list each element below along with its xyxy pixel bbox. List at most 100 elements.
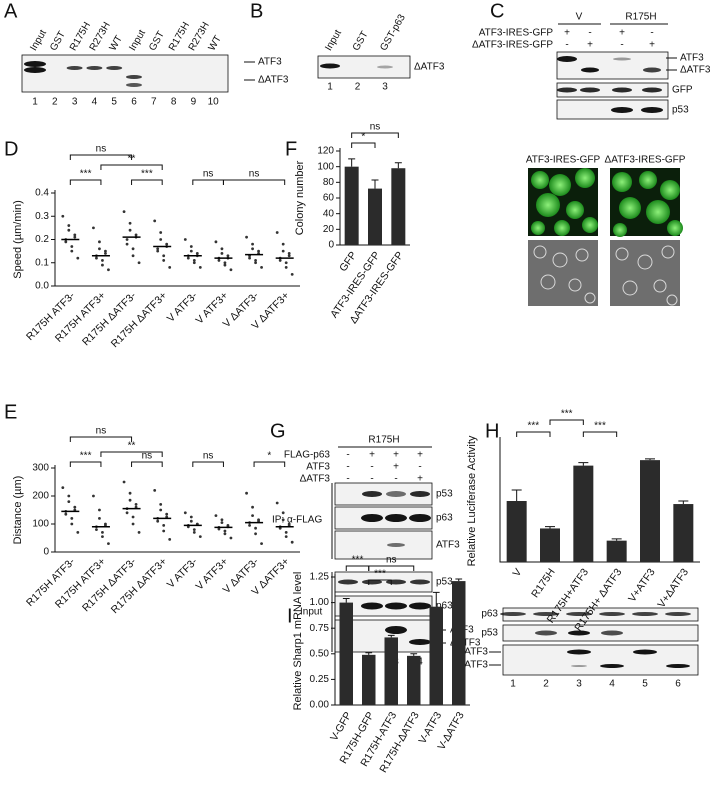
lane-label: Input xyxy=(28,28,49,53)
dot xyxy=(67,494,71,498)
blot xyxy=(556,51,669,80)
band xyxy=(566,612,592,616)
dot xyxy=(61,214,65,218)
bar xyxy=(368,188,382,245)
dot xyxy=(134,233,138,237)
dot xyxy=(104,249,107,253)
band xyxy=(535,630,557,636)
band xyxy=(612,87,632,93)
band xyxy=(409,514,431,522)
y-tick-label: 300 xyxy=(32,463,49,474)
sign: + xyxy=(393,450,399,461)
lane-number: 3 xyxy=(382,82,388,93)
sign: + xyxy=(417,474,423,485)
y-axis-label: Speed (µm/min) xyxy=(12,200,24,278)
micrographs xyxy=(528,168,683,306)
significance-label: ns xyxy=(96,144,107,155)
panel-letter: A xyxy=(4,0,18,22)
dot xyxy=(131,515,135,519)
dot xyxy=(64,240,68,244)
dot xyxy=(217,259,221,262)
group-label: V xyxy=(576,12,583,23)
band xyxy=(66,66,83,70)
dot xyxy=(254,526,257,530)
dot xyxy=(128,228,132,232)
dot xyxy=(162,259,166,262)
y-tick-label: 80 xyxy=(323,177,335,188)
dot xyxy=(189,249,193,253)
band-label: p63 xyxy=(481,609,498,620)
significance-label: *** xyxy=(80,169,92,180)
dot xyxy=(162,529,166,533)
dot xyxy=(284,531,288,534)
dot xyxy=(220,518,224,522)
dot xyxy=(195,252,199,255)
significance-bracket xyxy=(69,179,102,185)
sign: + xyxy=(369,450,375,461)
y-tick-label: 0.2 xyxy=(35,234,49,245)
x-tick-label: R175H ΔATF3+ xyxy=(109,290,170,351)
error-bar xyxy=(545,526,555,529)
band-label: p53 xyxy=(436,577,453,588)
lane-label: GST xyxy=(48,30,68,53)
dot xyxy=(95,256,98,260)
band xyxy=(611,107,633,113)
significance-label: *** xyxy=(374,569,386,580)
dot xyxy=(153,219,157,223)
dot xyxy=(162,524,166,527)
dot xyxy=(101,259,104,262)
y-axis-label: Relative Sharp1 mRNA level xyxy=(292,572,304,711)
significance-label: *** xyxy=(80,451,92,462)
band-label: ΔATF3 xyxy=(680,65,711,76)
dot xyxy=(159,231,163,234)
lane-number: 5 xyxy=(642,679,648,690)
blot xyxy=(334,482,433,506)
band xyxy=(557,87,577,93)
sign: - xyxy=(346,474,349,485)
dot xyxy=(186,256,190,260)
dot xyxy=(67,228,71,232)
dot xyxy=(131,522,135,526)
error-bar xyxy=(455,578,463,582)
error-bar xyxy=(348,158,356,167)
dot xyxy=(95,528,98,531)
significance-bracket xyxy=(131,179,163,185)
y-tick-label: 0.0 xyxy=(35,281,49,292)
band-label: p53 xyxy=(436,489,453,500)
band xyxy=(385,626,407,634)
lane-label: GST xyxy=(351,30,371,53)
bar xyxy=(506,501,527,562)
band xyxy=(632,612,658,616)
dot xyxy=(92,494,95,498)
dot xyxy=(128,491,132,495)
blot xyxy=(317,55,411,79)
group-label: R175H xyxy=(625,12,656,23)
lane-number: 1 xyxy=(510,679,516,690)
dot xyxy=(168,266,172,269)
panel-letter: C xyxy=(490,0,504,22)
panel-letter: H xyxy=(485,420,499,442)
dot xyxy=(183,238,187,241)
band xyxy=(362,579,382,585)
band xyxy=(387,543,405,547)
error-bar xyxy=(578,462,589,466)
y-tick-label: 120 xyxy=(317,146,334,157)
x-tick-label: V+ATF3 xyxy=(626,566,658,604)
dot xyxy=(61,486,65,489)
y-tick-label: 0.00 xyxy=(310,700,330,711)
dot xyxy=(98,240,101,244)
sign: - xyxy=(346,450,349,461)
band xyxy=(409,639,431,645)
sign: + xyxy=(564,28,570,39)
band xyxy=(24,67,46,73)
x-tick-label: R175H ΔATF3- xyxy=(80,555,139,614)
y-tick-label: 0.25 xyxy=(310,674,330,685)
lane-number: 9 xyxy=(191,97,197,108)
significance-bracket xyxy=(368,565,415,571)
bar xyxy=(429,606,443,705)
band xyxy=(567,649,591,655)
dot xyxy=(284,261,288,265)
dot xyxy=(281,518,285,522)
error-bar xyxy=(387,634,395,638)
significance-label: *** xyxy=(141,169,153,180)
